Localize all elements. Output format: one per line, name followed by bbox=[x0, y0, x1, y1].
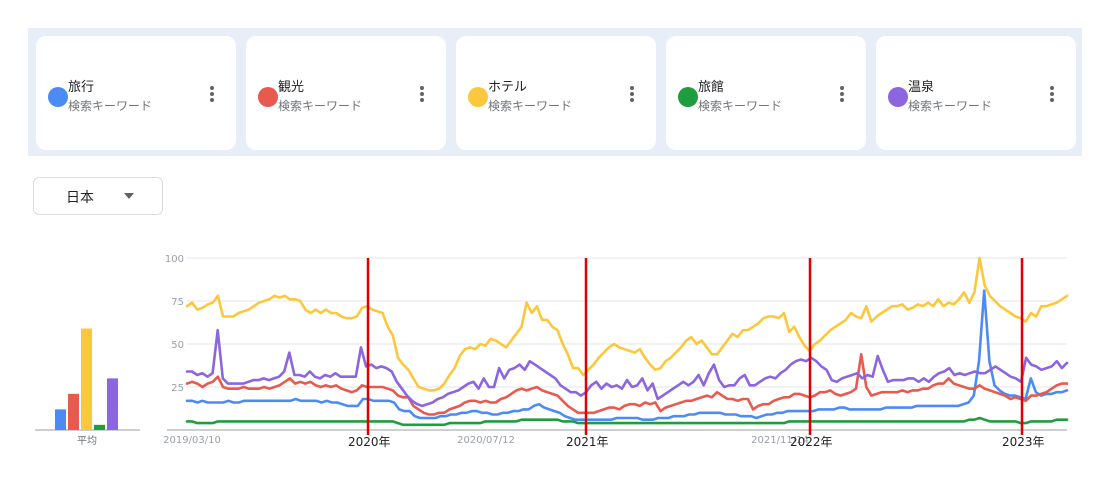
term-color-dot[interactable] bbox=[258, 87, 278, 107]
more-vert-icon[interactable] bbox=[624, 84, 640, 104]
series-line-2 bbox=[185, 352, 1069, 416]
more-vert-icon[interactable] bbox=[204, 84, 220, 104]
more-vert-icon[interactable] bbox=[834, 84, 850, 104]
term-color-dot[interactable] bbox=[48, 87, 68, 107]
term-card-5[interactable]: 温泉 検索キーワード bbox=[876, 36, 1076, 150]
avg-bar-1 bbox=[55, 409, 66, 430]
more-vert-icon[interactable] bbox=[414, 84, 430, 104]
x-tick-label: 2020/07/12 bbox=[457, 435, 515, 446]
term-name[interactable]: 観光 bbox=[278, 80, 305, 95]
y-tick-label: 75 bbox=[171, 297, 184, 308]
avg-bar-2 bbox=[68, 393, 79, 430]
region-dropdown[interactable]: 日本 bbox=[33, 177, 163, 215]
term-type-label: 検索キーワード bbox=[278, 99, 363, 113]
term-type-label: 検索キーワード bbox=[68, 99, 153, 113]
compare-terms-bar: 旅行 検索キーワード 観光 検索キーワード ホテル 検索キーワード 旅館 検索キ… bbox=[28, 28, 1082, 156]
dropdown-arrow-icon bbox=[124, 193, 134, 199]
year-marker-label: 2023年 bbox=[1002, 435, 1045, 449]
term-color-dot[interactable] bbox=[678, 87, 698, 107]
term-type-label: 検索キーワード bbox=[488, 99, 573, 113]
more-vert-icon[interactable] bbox=[1044, 84, 1060, 104]
term-card-1[interactable]: 旅行 検索キーワード bbox=[36, 36, 236, 150]
term-card-3[interactable]: ホテル 検索キーワード bbox=[456, 36, 656, 150]
series-line-1 bbox=[185, 289, 1069, 422]
x-tick-label: 2019/03/10 bbox=[163, 435, 221, 446]
year-marker-label: 2021年 bbox=[566, 435, 609, 449]
term-card-4[interactable]: 旅館 検索キーワード bbox=[666, 36, 866, 150]
term-card-2[interactable]: 観光 検索キーワード bbox=[246, 36, 446, 150]
term-name[interactable]: 旅行 bbox=[68, 80, 95, 95]
year-marker-label: 2020年 bbox=[348, 435, 391, 449]
y-tick-label: 25 bbox=[171, 383, 184, 394]
series-line-5 bbox=[185, 328, 1069, 408]
term-color-dot[interactable] bbox=[468, 87, 488, 107]
series-line-3 bbox=[185, 256, 1069, 392]
term-name[interactable]: ホテル bbox=[488, 80, 528, 95]
avg-bar-5 bbox=[107, 378, 118, 430]
year-marker-label: 2022年 bbox=[790, 435, 833, 449]
avg-bar-3 bbox=[81, 328, 92, 430]
term-type-label: 検索キーワード bbox=[908, 99, 993, 113]
y-tick-label: 50 bbox=[171, 340, 184, 351]
term-name[interactable]: 旅館 bbox=[698, 80, 725, 95]
y-tick-label: 100 bbox=[165, 254, 184, 265]
term-color-dot[interactable] bbox=[888, 87, 908, 107]
avg-label: 平均 bbox=[77, 435, 97, 447]
term-type-label: 検索キーワード bbox=[698, 99, 783, 113]
series-line-4 bbox=[185, 416, 1069, 427]
avg-bar-4 bbox=[94, 424, 105, 430]
term-name[interactable]: 温泉 bbox=[908, 80, 935, 95]
region-label: 日本 bbox=[66, 190, 94, 206]
x-tick-label: 2021/11/14 bbox=[751, 435, 809, 446]
